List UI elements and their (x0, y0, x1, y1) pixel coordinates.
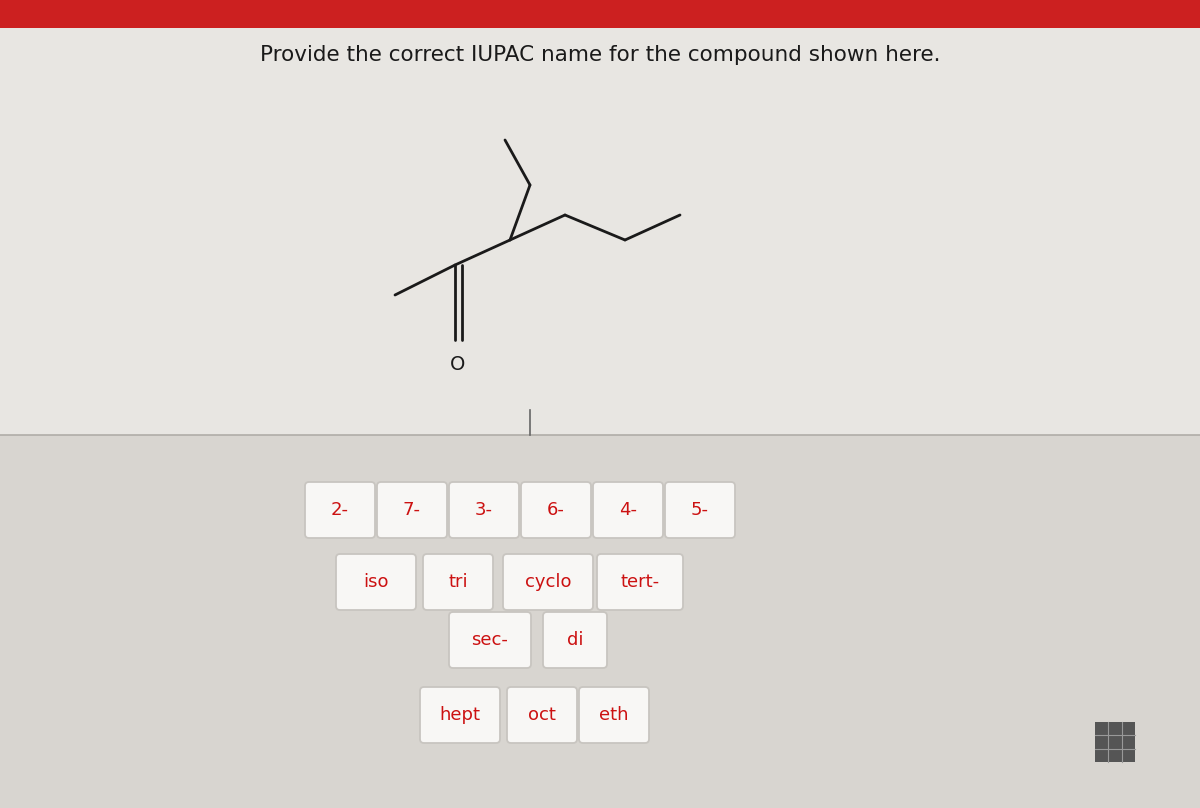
FancyBboxPatch shape (449, 612, 530, 668)
FancyBboxPatch shape (593, 482, 662, 538)
Text: cyclo: cyclo (524, 573, 571, 591)
FancyBboxPatch shape (521, 482, 592, 538)
FancyBboxPatch shape (665, 482, 734, 538)
Text: O: O (450, 356, 466, 374)
Bar (0, 435, 1200, 808)
Text: sec-: sec- (472, 631, 509, 649)
FancyBboxPatch shape (377, 482, 446, 538)
FancyBboxPatch shape (420, 687, 500, 743)
FancyBboxPatch shape (580, 687, 649, 743)
Text: tri: tri (448, 573, 468, 591)
FancyBboxPatch shape (508, 687, 577, 743)
FancyBboxPatch shape (424, 554, 493, 610)
FancyBboxPatch shape (336, 554, 416, 610)
Text: 7-: 7- (403, 501, 421, 519)
FancyBboxPatch shape (503, 554, 593, 610)
Text: hept: hept (439, 706, 480, 724)
Bar (0, 0, 1200, 435)
Bar (0, 0, 1200, 28)
Text: 3-: 3- (475, 501, 493, 519)
Text: tert-: tert- (620, 573, 660, 591)
FancyBboxPatch shape (449, 482, 520, 538)
Text: 4-: 4- (619, 501, 637, 519)
Bar (1096, 722, 1135, 762)
Text: 5-: 5- (691, 501, 709, 519)
FancyBboxPatch shape (305, 482, 374, 538)
FancyBboxPatch shape (598, 554, 683, 610)
Text: 6-: 6- (547, 501, 565, 519)
Text: Provide the correct IUPAC name for the compound shown here.: Provide the correct IUPAC name for the c… (259, 45, 941, 65)
Text: oct: oct (528, 706, 556, 724)
FancyBboxPatch shape (542, 612, 607, 668)
Text: eth: eth (599, 706, 629, 724)
Text: iso: iso (364, 573, 389, 591)
Text: di: di (566, 631, 583, 649)
Text: 2-: 2- (331, 501, 349, 519)
